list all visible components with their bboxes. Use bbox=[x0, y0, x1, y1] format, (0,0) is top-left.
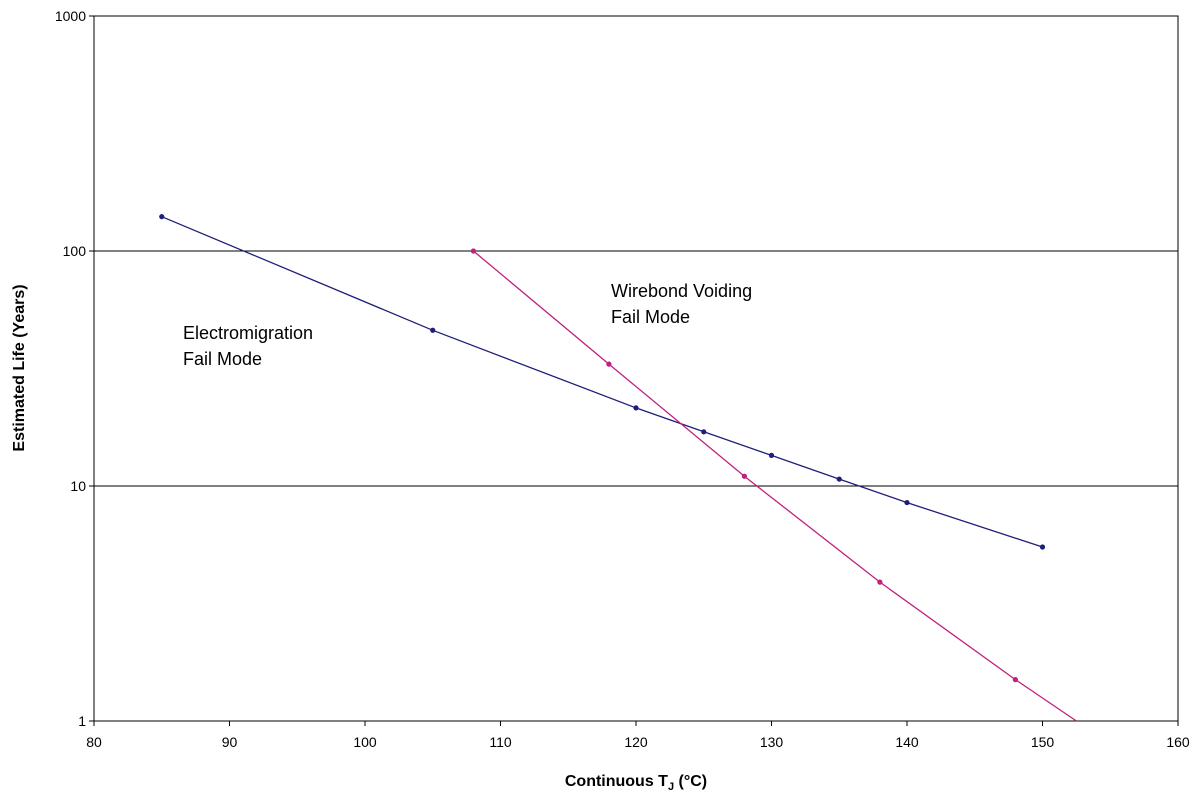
series-0-point bbox=[159, 214, 165, 220]
y-tick-label: 1000 bbox=[55, 8, 86, 24]
series-1-point bbox=[877, 579, 883, 585]
series-1-point bbox=[1012, 677, 1019, 683]
series-0-point bbox=[1039, 544, 1046, 550]
annotation-wirebond-line-1: Wirebond Voiding bbox=[611, 281, 752, 301]
x-tick-label: 100 bbox=[353, 734, 377, 750]
annotation-wirebond-voiding: Wirebond Voiding Fail Mode bbox=[611, 281, 757, 327]
series-0-point bbox=[904, 499, 910, 506]
annotation-wirebond-line-2: Fail Mode bbox=[611, 307, 690, 327]
annotation-electromigration-line-2: Fail Mode bbox=[183, 349, 262, 369]
plot-area bbox=[93, 15, 1179, 722]
x-axis-title: Continuous TJ (°C) bbox=[565, 773, 707, 793]
y-tick-label: 1 bbox=[78, 713, 86, 729]
series-1-line bbox=[472, 250, 1077, 722]
x-tick-label: 140 bbox=[895, 734, 919, 750]
series-1-point bbox=[470, 248, 476, 254]
series-0-line bbox=[161, 216, 1043, 548]
x-tick-label: 130 bbox=[760, 734, 784, 750]
annotation-electromigration: Electromigration Fail Mode bbox=[183, 323, 318, 369]
series-0-point bbox=[836, 476, 842, 482]
x-tick-label: 120 bbox=[624, 734, 648, 750]
series-0-point bbox=[430, 327, 436, 333]
x-tick-label: 80 bbox=[86, 734, 102, 750]
annotation-electromigration-line-1: Electromigration bbox=[183, 323, 313, 343]
y-tick-label: 10 bbox=[70, 478, 86, 494]
x-tick-label: 110 bbox=[489, 734, 512, 750]
series-0-point bbox=[633, 405, 639, 411]
x-tick-label: 160 bbox=[1166, 734, 1190, 750]
x-tick-label: 150 bbox=[1031, 734, 1055, 750]
x-tick-label: 90 bbox=[222, 734, 238, 750]
y-axis-title: Estimated Life (Years) bbox=[11, 284, 28, 451]
series-1-point bbox=[741, 473, 748, 479]
y-tick-label: 100 bbox=[63, 243, 87, 259]
series-0-point bbox=[768, 452, 775, 458]
series-1-point bbox=[606, 361, 612, 367]
series-0-point bbox=[701, 429, 707, 435]
